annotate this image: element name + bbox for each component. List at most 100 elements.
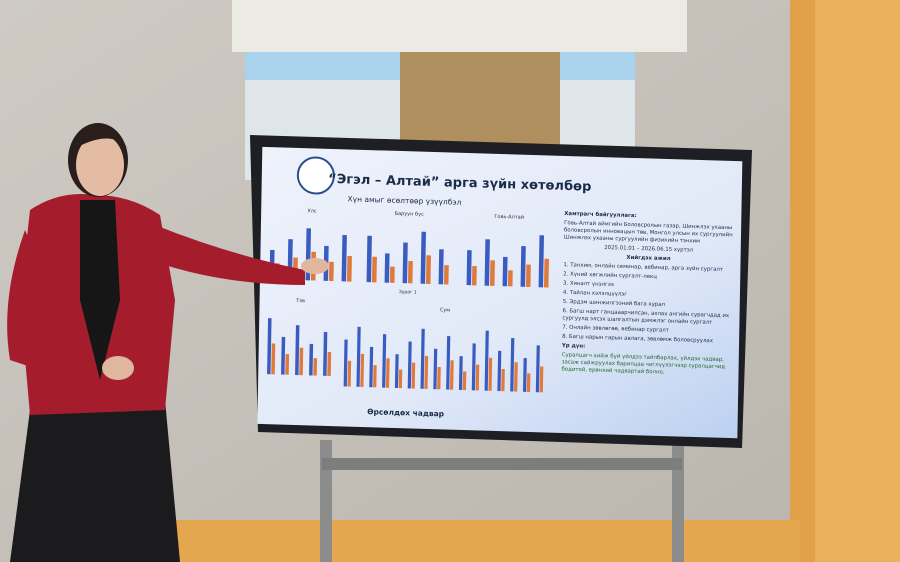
chart-bar	[343, 339, 348, 387]
chart-bar	[484, 330, 489, 391]
chart-bar	[437, 367, 441, 390]
chart-bar	[373, 365, 377, 388]
chart-bar	[385, 358, 390, 388]
chart-label: Улс	[308, 208, 317, 214]
chart-bar	[424, 355, 429, 389]
chart-bar	[484, 239, 490, 286]
chart-bar	[271, 343, 276, 375]
chart-bar	[535, 345, 540, 393]
chart-bar	[449, 360, 454, 390]
chart-bar	[295, 325, 300, 376]
stand-leg	[320, 440, 332, 562]
chart-label: Сум	[440, 307, 451, 313]
task-item: 1. Танхим, онлайн семинар, вебинар, арга…	[563, 261, 723, 273]
chart-bar	[471, 343, 476, 391]
caption: Зураг 1	[399, 289, 417, 296]
tasks-heading: Хийгдэх ажил	[626, 254, 670, 262]
chart-bar	[366, 235, 372, 283]
chart-bar	[501, 368, 505, 392]
chart-bar	[281, 336, 286, 375]
bangs	[72, 133, 128, 150]
task-item: 4. Тайлан хэлэлцүүлэг	[563, 289, 628, 298]
chart-bar	[510, 337, 515, 392]
chart-bar	[489, 260, 495, 286]
chart-label: Тэв	[295, 298, 305, 304]
task-item: 8. Багш нарын гарын авлага, зөвлөмж боло…	[562, 334, 714, 345]
chart-bar	[420, 328, 425, 389]
slide: “Эгэл – Алтай” арга зүйн хөтөлбөр Хүн ам…	[257, 146, 743, 439]
chart-bar	[458, 356, 463, 390]
chart-bar	[398, 369, 403, 389]
chart-bar	[299, 347, 304, 376]
chart-bar	[267, 318, 272, 375]
chart-bar	[507, 270, 513, 287]
presenter	[7, 123, 329, 562]
result-label: Үр дүн:	[561, 343, 585, 350]
result: Суралцагч хийж буй үйлдээ тайлбарлах, үй…	[561, 351, 725, 377]
chart-bar	[382, 334, 387, 388]
hand	[301, 258, 329, 274]
task-item: 2. Хүний хөгжлийн сургалт-лекц	[563, 270, 657, 280]
chart-bar	[411, 362, 416, 389]
chart-bar	[327, 351, 332, 377]
chart-bar	[371, 256, 377, 283]
chart-bar	[389, 266, 395, 283]
task-item: 5. Эрдэм шинжилгээний бага хурал	[563, 298, 665, 308]
chart-bar	[446, 336, 451, 390]
chart-bar	[488, 357, 493, 391]
task-item: 3. Хяналт үнэлгээ	[563, 281, 614, 289]
stand-bar	[322, 458, 682, 470]
chart-bar	[347, 360, 352, 387]
chart-bar	[462, 371, 467, 391]
chart-bar	[407, 260, 413, 284]
chart-bar	[433, 348, 438, 390]
chart-label: Баруун бүс	[395, 211, 425, 218]
chart-bar	[443, 265, 449, 285]
arm	[150, 225, 305, 285]
chart-bar	[420, 231, 426, 284]
chart-label: Говь-Алтай	[494, 213, 524, 221]
chart-bar	[313, 358, 318, 376]
chart-bar	[323, 332, 328, 376]
chart-bar	[394, 354, 399, 389]
partners-label: Хамтрагч байгууллага:	[564, 210, 636, 219]
chart-bar	[471, 266, 477, 286]
blind	[232, 0, 687, 52]
arm-left	[7, 230, 55, 370]
chart-bar	[475, 364, 480, 391]
chart-bar	[514, 362, 518, 392]
chart-bar	[525, 264, 531, 287]
logo	[296, 156, 335, 195]
period: 2025.01.01 – 2026.06.15 хүртэл	[604, 245, 693, 254]
right-column: Хамтрагч байгууллага:Говь-Алтай аймгийн …	[561, 210, 733, 377]
face	[76, 134, 124, 196]
chart-bar	[539, 366, 544, 393]
chart-bar	[384, 253, 390, 283]
chart-bar	[407, 341, 412, 389]
skirt	[10, 400, 180, 562]
task-item: 7. Онлайн зөвлөгөө, вебинар сургалт	[562, 324, 669, 334]
chart-bar	[341, 234, 347, 282]
chart-bar	[438, 249, 444, 285]
chart-bar	[309, 343, 314, 376]
chart-bar	[402, 242, 408, 284]
left-footer: Өрсөлдөх чадвар	[367, 407, 445, 418]
chart-bar	[526, 373, 531, 393]
chart-bar	[369, 346, 374, 388]
left-heading: Хүн амыг өсөлтөөр үзүүлбэл	[347, 194, 461, 206]
hand	[102, 356, 134, 380]
mini-charts: Улс Баруун бүс Говь-Алтай Тэв Сум	[267, 208, 549, 393]
chart-bar	[328, 261, 334, 282]
building	[400, 35, 560, 155]
chart-bar	[502, 256, 508, 287]
chart-bar	[356, 326, 361, 387]
top	[80, 200, 120, 380]
chart-bar	[466, 250, 472, 286]
chart-bar	[285, 353, 290, 375]
floor-trim	[160, 520, 800, 562]
chart-bar	[425, 255, 431, 284]
slide-background	[257, 146, 743, 439]
chart-bar	[538, 235, 544, 288]
chart-bar	[346, 255, 352, 282]
